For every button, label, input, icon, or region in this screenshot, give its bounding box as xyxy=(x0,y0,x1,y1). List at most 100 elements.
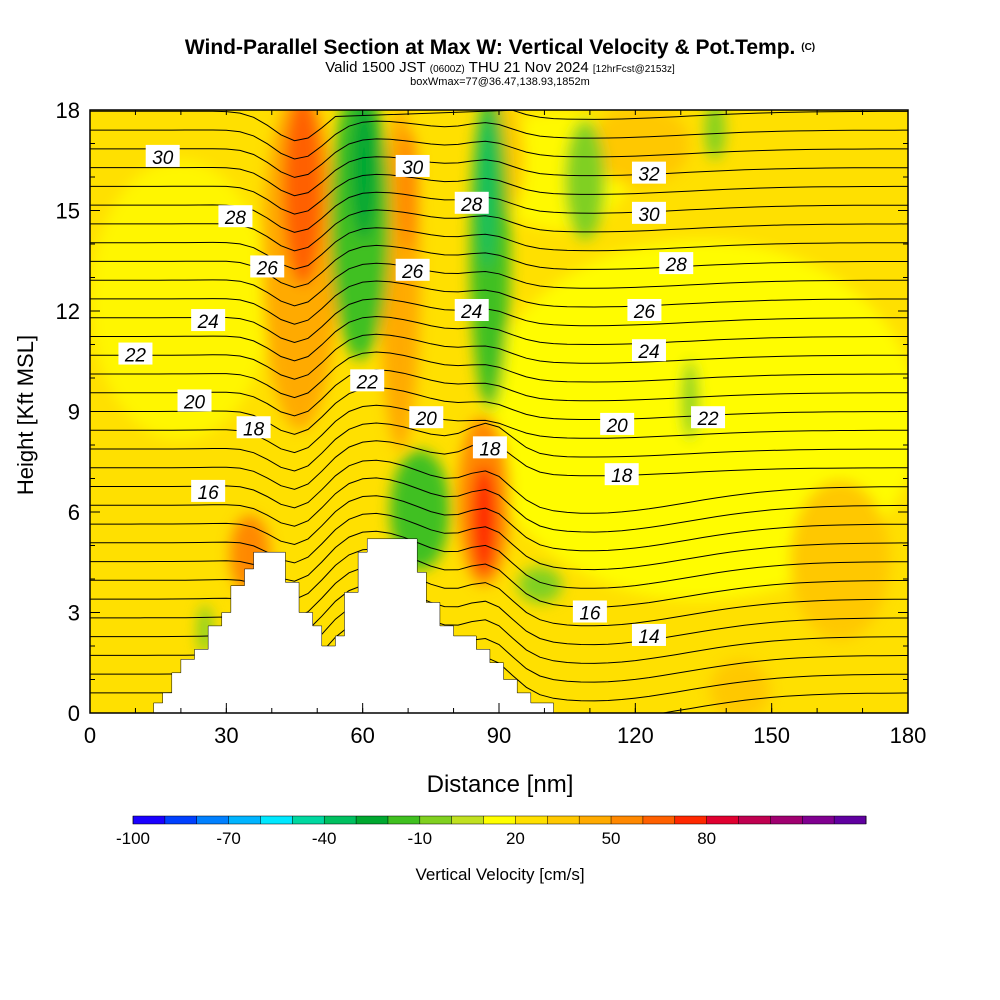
theta-contour xyxy=(90,548,908,608)
svg-text:20: 20 xyxy=(183,392,206,413)
theta-contour xyxy=(90,351,908,399)
theta-contour xyxy=(90,369,908,417)
x-tick-label: 120 xyxy=(617,723,654,748)
colorbar-swatch xyxy=(324,816,357,824)
contour-label: 26 xyxy=(250,255,285,279)
contour-label: 16 xyxy=(572,600,607,625)
x-tick-label: 60 xyxy=(350,723,374,748)
colorbar-tick-label: 80 xyxy=(697,829,716,848)
theta-contour xyxy=(90,530,908,589)
colorbar-swatch xyxy=(419,816,453,824)
contour-label: 30 xyxy=(395,154,430,179)
svg-text:26: 26 xyxy=(633,302,656,323)
theta-contour xyxy=(90,262,908,307)
y-tick-label: 9 xyxy=(68,400,80,425)
svg-text:30: 30 xyxy=(152,148,174,169)
vertical-velocity-field xyxy=(90,110,908,713)
contour-label: 24 xyxy=(191,309,226,333)
colorbar-swatch xyxy=(706,816,740,824)
forecast-info: [12hrFcst@2153z] xyxy=(592,64,675,75)
theta-contour xyxy=(90,315,908,362)
colorbar-swatch xyxy=(834,816,867,824)
theta-contour xyxy=(90,477,908,533)
contour-label: 30 xyxy=(145,144,180,169)
y-tick-label: 6 xyxy=(68,500,80,525)
svg-text:30: 30 xyxy=(638,205,660,226)
chart-title-block: Wind-Parallel Section at Max W: Vertical… xyxy=(0,36,1000,88)
contour-labels: 30 28 26 24 22 20 18 16 30 28 26 24 22 20 18 32 30 28 26 24… xyxy=(118,144,726,648)
contour-label: 14 xyxy=(631,623,666,648)
svg-text:32: 32 xyxy=(638,165,660,186)
contour-label: 16 xyxy=(191,479,226,504)
svg-text:20: 20 xyxy=(606,416,629,437)
colorbar-swatch xyxy=(802,816,835,824)
colorbar-swatch xyxy=(483,816,516,824)
svg-text:24: 24 xyxy=(637,342,659,363)
x-tick-label: 30 xyxy=(214,723,238,748)
theta-contour xyxy=(90,566,908,627)
colorbar-swatch xyxy=(356,816,389,824)
theta-contour xyxy=(90,173,908,215)
theta-contour xyxy=(90,138,908,178)
colorbar-swatch xyxy=(228,816,261,824)
theta-contour xyxy=(90,422,908,472)
svg-text:28: 28 xyxy=(460,195,483,216)
colorbar-swatch xyxy=(292,816,325,824)
theta-contour xyxy=(90,512,908,571)
valid-time: Valid 1500 JST xyxy=(325,59,426,76)
plot-area: 30 28 26 24 22 20 18 16 30 28 26 24 22 20 18 32 30 28 26 24… xyxy=(89,109,909,714)
svg-text:16: 16 xyxy=(198,483,220,504)
terrain xyxy=(153,538,554,713)
colorbar-tick-label: 20 xyxy=(506,829,525,848)
svg-text:16: 16 xyxy=(579,604,601,625)
x-tick-label: 150 xyxy=(753,723,790,748)
theta-contour xyxy=(90,110,908,142)
theta-contour xyxy=(90,227,908,270)
svg-text:14: 14 xyxy=(638,627,659,648)
svg-text:26: 26 xyxy=(256,258,279,279)
axes: 0 30 60 90 120 150 180 0 3 6 9 12 15 18 xyxy=(56,98,927,748)
colorbar-swatch xyxy=(515,816,548,824)
theta-contour xyxy=(90,280,908,325)
contour-label: 22 xyxy=(691,406,726,430)
x-axis-label: Distance [nm] xyxy=(427,771,574,798)
svg-text:22: 22 xyxy=(356,372,379,393)
svg-text:18: 18 xyxy=(243,419,265,440)
colorbar-tick-label: -40 xyxy=(312,829,337,848)
theta-contour xyxy=(90,459,908,514)
valid-date: THU 21 Nov 2024 xyxy=(468,59,589,76)
y-tick-label: 3 xyxy=(68,601,80,626)
contour-label: 20 xyxy=(409,406,444,430)
contour-label: 28 xyxy=(659,252,694,276)
svg-text:22: 22 xyxy=(696,409,719,430)
colorbar-swatch xyxy=(451,816,485,824)
colorbar-swatch xyxy=(196,816,230,824)
contour-label: 18 xyxy=(472,436,507,460)
colorbar-tick-label: -100 xyxy=(116,829,150,848)
y-tick-label: 12 xyxy=(56,299,80,324)
theta-contour xyxy=(90,120,908,160)
colorbar-tick-label: 50 xyxy=(602,829,621,848)
svg-text:28: 28 xyxy=(224,208,247,229)
svg-text:18: 18 xyxy=(611,466,633,487)
contour-label: 18 xyxy=(604,463,639,487)
contour-label: 22 xyxy=(118,342,153,367)
colorbar-swatch xyxy=(260,816,293,824)
svg-text:30: 30 xyxy=(402,158,424,179)
svg-text:24: 24 xyxy=(197,312,219,333)
x-tick-label: 180 xyxy=(890,723,927,748)
theta-contour xyxy=(90,156,908,197)
svg-text:20: 20 xyxy=(415,409,438,430)
contour-label: 28 xyxy=(218,205,253,229)
theta-contour xyxy=(90,386,908,435)
theta-contour xyxy=(90,298,908,344)
svg-text:26: 26 xyxy=(401,262,424,283)
colorbar-swatch xyxy=(133,816,166,824)
colorbar-swatch xyxy=(387,816,421,824)
x-tick-label: 0 xyxy=(84,723,96,748)
contour-label: 30 xyxy=(631,201,666,226)
colorbar: -100 -70 -40 -10 20 50 80 xyxy=(116,815,867,848)
colorbar-swatch xyxy=(770,816,803,824)
colorbar-swatch xyxy=(674,816,708,824)
